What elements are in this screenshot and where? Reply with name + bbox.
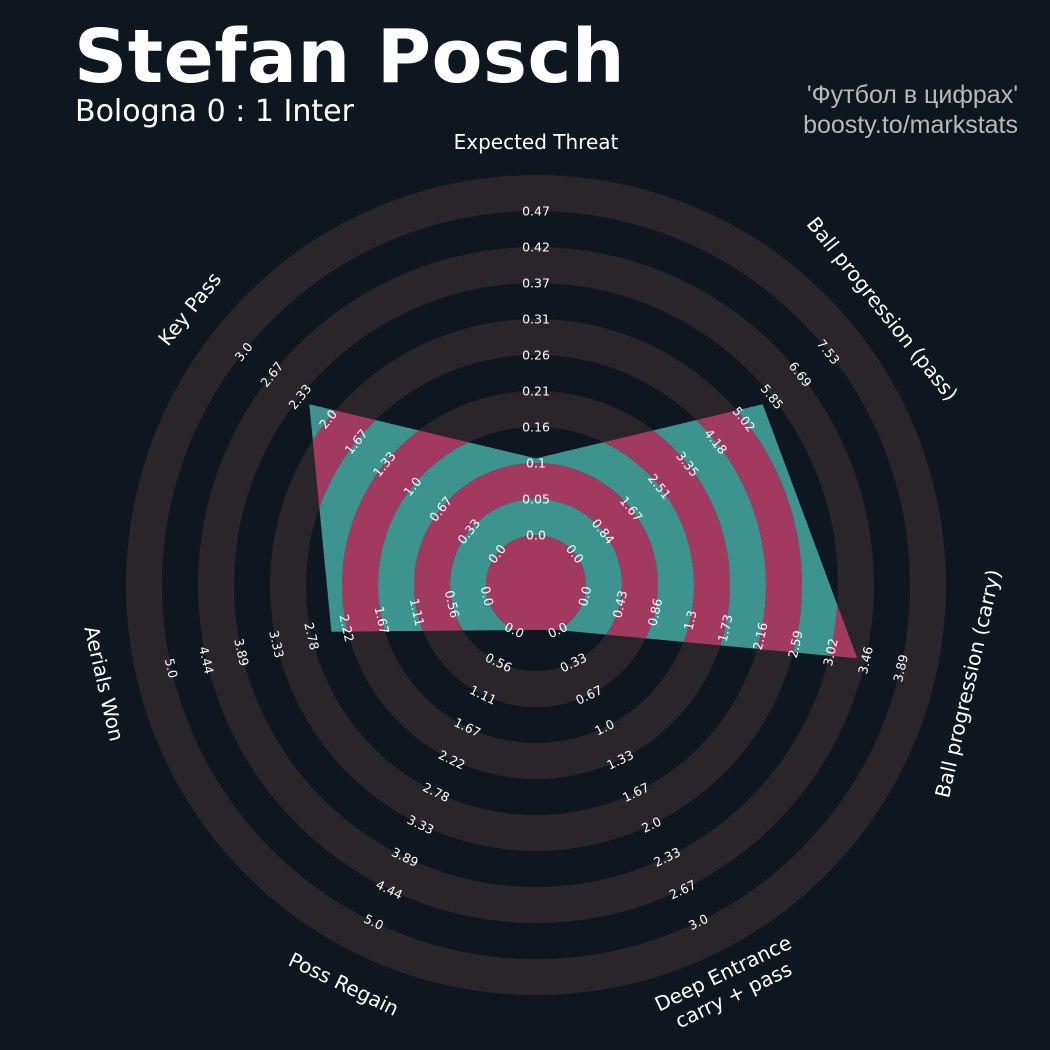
area-ring — [450, 499, 622, 659]
tick-label: 0.1 — [526, 456, 546, 471]
tick-label: 2.16 — [750, 621, 771, 652]
tick-label: 0.0 — [526, 528, 546, 543]
tick-label: 3.89 — [231, 637, 252, 668]
tick-label: 2.59 — [785, 629, 806, 660]
tick-label: 3.33 — [266, 629, 287, 659]
tick-label: 0.21 — [522, 384, 550, 399]
axis-label-line: Aerials Won — [79, 624, 129, 744]
tick-label: 0.56 — [442, 589, 463, 620]
tick-label: 0.43 — [609, 589, 630, 619]
tick-label: 1.3 — [681, 609, 700, 632]
tick-label: 1.73 — [715, 613, 736, 643]
tick-label: 0.16 — [522, 420, 550, 435]
tick-label: 0.31 — [522, 312, 550, 327]
tick-label: 2.22 — [336, 613, 357, 643]
area-center — [486, 535, 586, 635]
tick-label: 0.0 — [575, 585, 594, 608]
tick-label: 1.67 — [372, 605, 393, 635]
tick-label: 5.0 — [162, 657, 181, 680]
tick-label: 2.78 — [301, 621, 322, 652]
tick-label: 0.47 — [522, 204, 550, 219]
tick-label: 3.02 — [820, 637, 841, 667]
tick-label: 3.89 — [890, 653, 911, 684]
credit-line-url: boosty.to/markstats — [803, 111, 1018, 139]
tick-label: 0.37 — [522, 276, 550, 291]
tick-label: 4.44 — [196, 645, 217, 676]
axis-label-line: Expected Threat — [454, 130, 619, 154]
credits: 'Футбол в цифрах' boosty.to/markstats — [803, 80, 1018, 140]
match-subtitle: Bologna 0 : 1 Inter — [75, 94, 354, 129]
tick-label: 0.86 — [645, 597, 666, 628]
tick-label: 3.46 — [855, 645, 876, 676]
axis-label: Expected Threat — [454, 130, 619, 154]
tick-label: 1.11 — [407, 597, 428, 627]
tick-label: 0.26 — [522, 348, 550, 363]
credit-line-channel: 'Футбол в цифрах' — [806, 81, 1018, 109]
tick-label: 0.0 — [478, 585, 497, 608]
tick-label: 0.42 — [522, 240, 550, 255]
axis-label: Aerials Won — [79, 624, 129, 744]
tick-label: 0.05 — [522, 492, 550, 507]
page-title: Stefan Posch — [74, 14, 626, 100]
